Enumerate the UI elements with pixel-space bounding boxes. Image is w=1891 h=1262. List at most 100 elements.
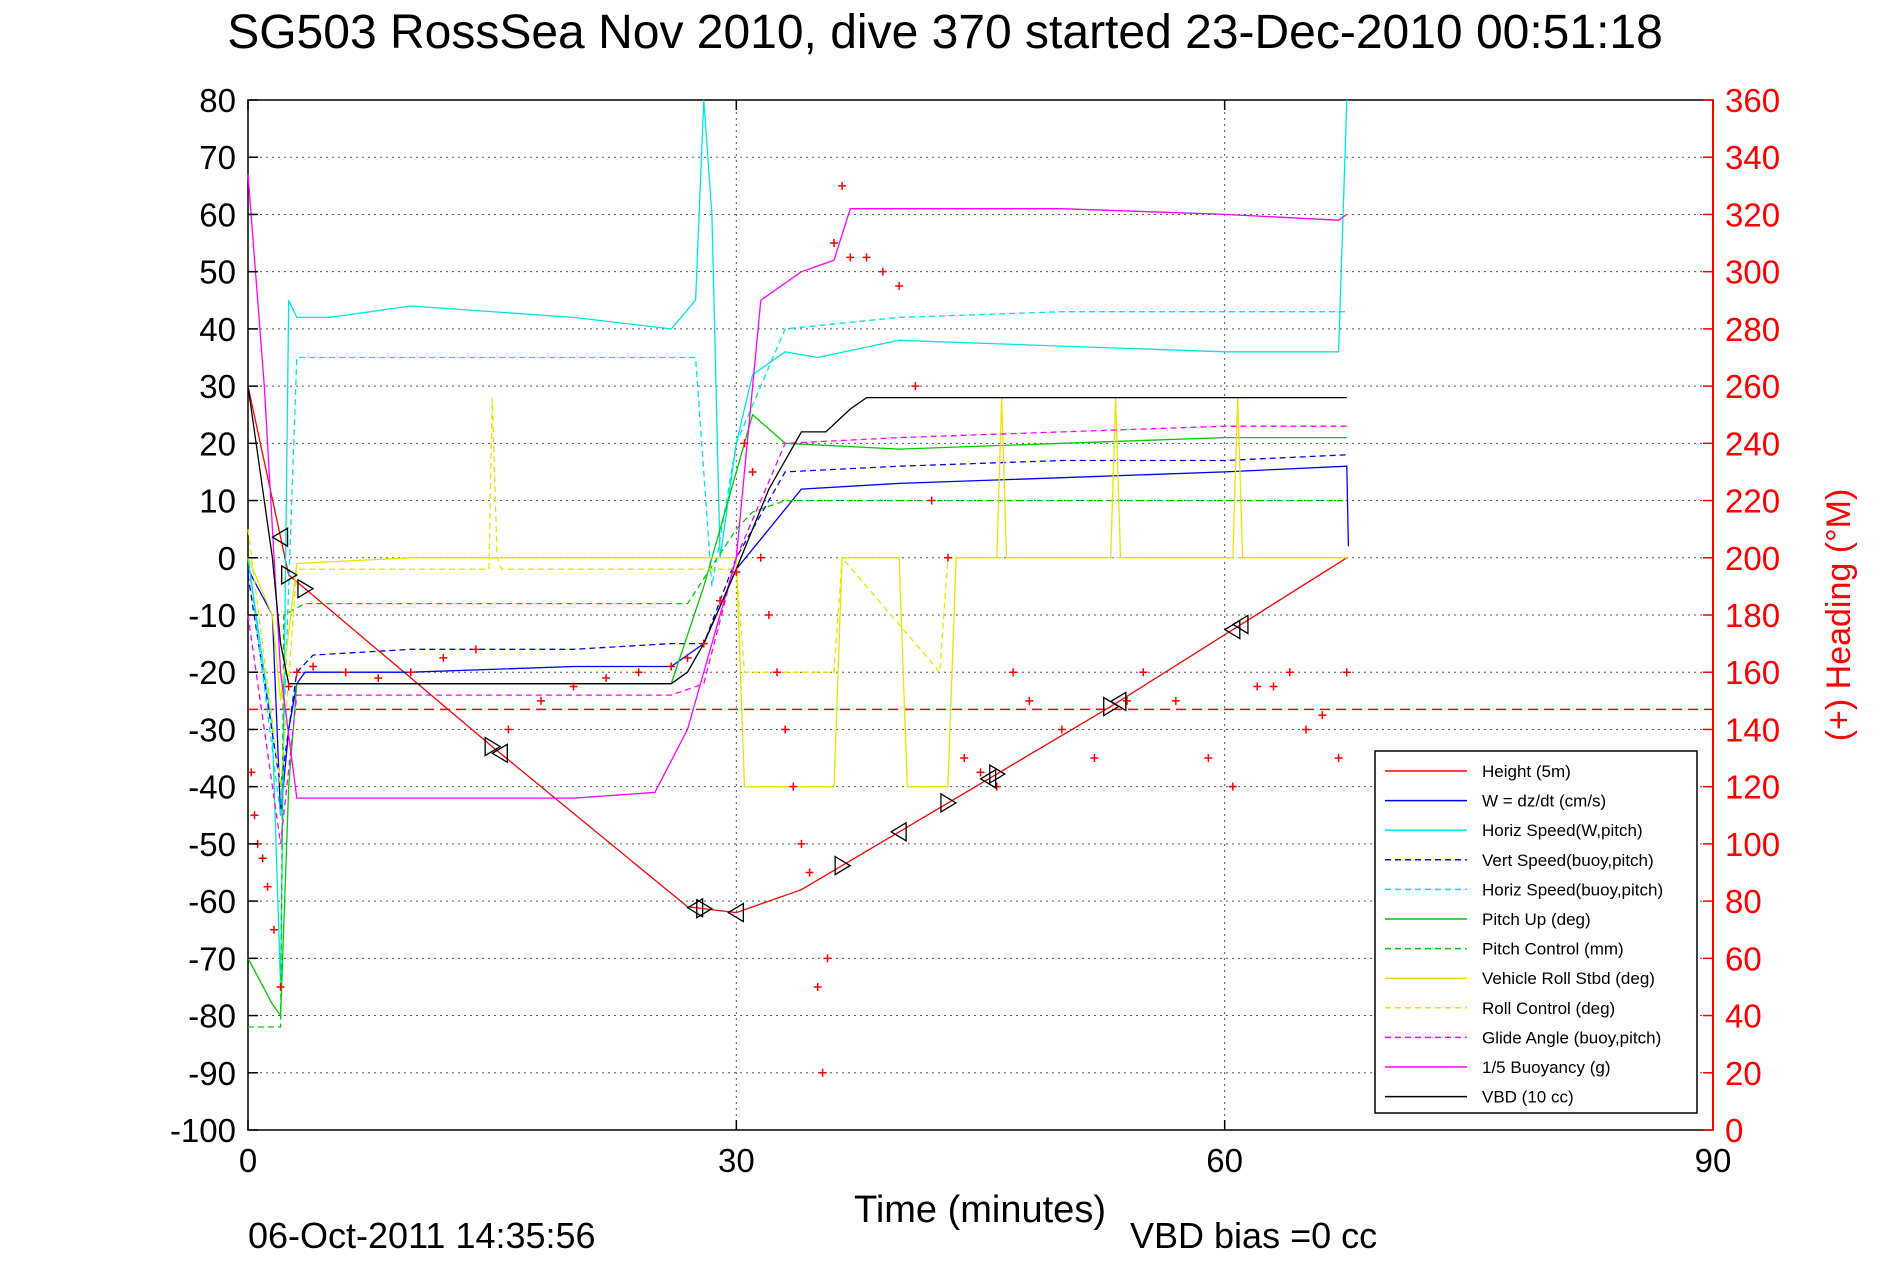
x-tick-label: 0 xyxy=(239,1142,257,1179)
series-line-4 xyxy=(247,311,1347,816)
heading-point xyxy=(732,568,741,577)
x-axis-label: Time (minutes) xyxy=(854,1189,1106,1231)
left-triangle-marker xyxy=(979,768,997,789)
y-tick-label: 60 xyxy=(199,196,236,233)
left-triangle-marker xyxy=(1223,619,1241,640)
y-tick-label: 10 xyxy=(199,483,236,520)
legend-entry: Horiz Speed(W,pitch) xyxy=(1482,821,1643,840)
chart-title: SG503 RossSea Nov 2010, dive 370 started… xyxy=(227,6,1663,59)
heading-point xyxy=(1025,696,1034,705)
right-triangle-marker xyxy=(940,792,958,814)
right-triangle-marker xyxy=(297,578,315,599)
heading-point xyxy=(797,839,806,848)
left-triangle-marker xyxy=(491,743,508,764)
legend-entry: Vert Speed(buoy,pitch) xyxy=(1482,851,1654,870)
y-axis-ticks: 80 70 60 50 40 30 20 10 0 -10 -20 -30 -40 -50 -60 -70 -8… xyxy=(170,82,258,1149)
heading-point xyxy=(699,639,708,648)
heading-point xyxy=(805,868,814,877)
series-line-6 xyxy=(248,499,1347,1028)
heading-point xyxy=(667,662,676,671)
heading-point xyxy=(1009,668,1018,677)
heading-point xyxy=(292,668,301,677)
heading-point xyxy=(634,668,643,677)
heading-point xyxy=(781,725,790,734)
y-tick-label: -20 xyxy=(188,654,236,691)
heading-point xyxy=(1253,682,1262,691)
heading-point xyxy=(927,496,936,505)
series-line-10 xyxy=(247,174,1348,799)
legend-entry: Height (5m) xyxy=(1482,762,1571,781)
heading-point xyxy=(276,982,285,991)
series-line-9 xyxy=(247,425,1347,844)
right-triangle-marker xyxy=(484,736,502,757)
heading-point xyxy=(341,668,350,677)
heading-point xyxy=(1139,668,1148,677)
y-tick-label: -90 xyxy=(188,1055,236,1092)
legend-entry: 1/5 Buoyancy (g) xyxy=(1482,1058,1611,1077)
heading-point xyxy=(740,439,749,448)
y-tick-label: 0 xyxy=(218,540,236,577)
legend: Height (5m) W = dz/dt (cm/s) Horiz Speed(W… xyxy=(1374,750,1698,1114)
y-tick-label: -70 xyxy=(188,940,236,977)
footer-timestamp: 06-Oct-2011 14:35:56 xyxy=(248,1215,596,1256)
grid-lines xyxy=(248,100,1713,1130)
y2-tick-label: 300 xyxy=(1725,254,1780,291)
legend-entry: Glide Angle (buoy,pitch) xyxy=(1482,1028,1661,1047)
heading-point xyxy=(911,382,920,391)
heading-point xyxy=(569,682,578,691)
heading-point xyxy=(406,668,415,677)
y2-tick-label: 80 xyxy=(1725,883,1762,920)
left-triangle-marker xyxy=(271,527,289,548)
y2-tick-label: 360 xyxy=(1725,82,1780,119)
heading-point xyxy=(1342,668,1351,677)
y2-tick-label: 240 xyxy=(1725,425,1780,462)
left-triangle-marker xyxy=(1109,691,1127,712)
heading-point xyxy=(537,696,545,705)
right-triangle-marker xyxy=(281,564,298,586)
x-tick-label: 90 xyxy=(1695,1142,1732,1179)
x-axis-ticks: 0 30 60 90 xyxy=(239,100,1732,1179)
heading-point xyxy=(773,668,782,677)
legend-entry: Roll Control (deg) xyxy=(1482,999,1615,1018)
y2-tick-label: 180 xyxy=(1725,597,1780,634)
y2-tick-label: 100 xyxy=(1725,826,1780,863)
y2-tick-label: 40 xyxy=(1725,998,1762,1035)
heading-point xyxy=(471,645,480,654)
y2-tick-label: 60 xyxy=(1725,940,1762,977)
heading-point xyxy=(439,653,448,662)
heading-point xyxy=(1057,725,1066,734)
y-tick-label: 40 xyxy=(199,311,236,348)
right-triangle-marker xyxy=(696,898,714,919)
heading-point xyxy=(1334,754,1343,763)
heading-point xyxy=(1090,754,1099,763)
y-tick-label: -50 xyxy=(188,826,236,863)
legend-entry: Pitch Up (deg) xyxy=(1482,910,1591,929)
heading-point xyxy=(1269,682,1278,691)
heading-point xyxy=(789,782,798,791)
y2-tick-label: 0 xyxy=(1725,1112,1743,1149)
heading-point xyxy=(813,982,822,991)
y2-tick-label: 160 xyxy=(1725,654,1780,691)
heading-point xyxy=(284,682,293,691)
heading-point xyxy=(823,954,832,963)
series-heading-markers xyxy=(247,181,1351,1077)
heading-point xyxy=(764,611,773,619)
heading-point xyxy=(1285,668,1294,677)
heading-point xyxy=(862,253,871,262)
legend-box xyxy=(1374,750,1698,1114)
y2-tick-label: 320 xyxy=(1725,196,1780,233)
heading-point xyxy=(976,768,985,777)
left-triangle-marker xyxy=(727,902,744,923)
x-tick-label: 30 xyxy=(718,1142,755,1179)
y2-axis-ticks: 3603403203002802602402202001801601401201… xyxy=(1703,82,1780,1149)
y2-tick-label: 260 xyxy=(1725,368,1780,405)
y-tick-label: 20 xyxy=(199,425,236,462)
series-line-2 xyxy=(247,99,1348,987)
y2-tick-label: 340 xyxy=(1725,139,1780,176)
left-triangle-marker xyxy=(686,897,704,918)
y-tick-label: 80 xyxy=(199,82,236,119)
heading-point xyxy=(943,553,952,562)
legend-entry: Vehicle Roll Stbd (deg) xyxy=(1482,969,1655,988)
y-tick-label: -60 xyxy=(188,883,236,920)
